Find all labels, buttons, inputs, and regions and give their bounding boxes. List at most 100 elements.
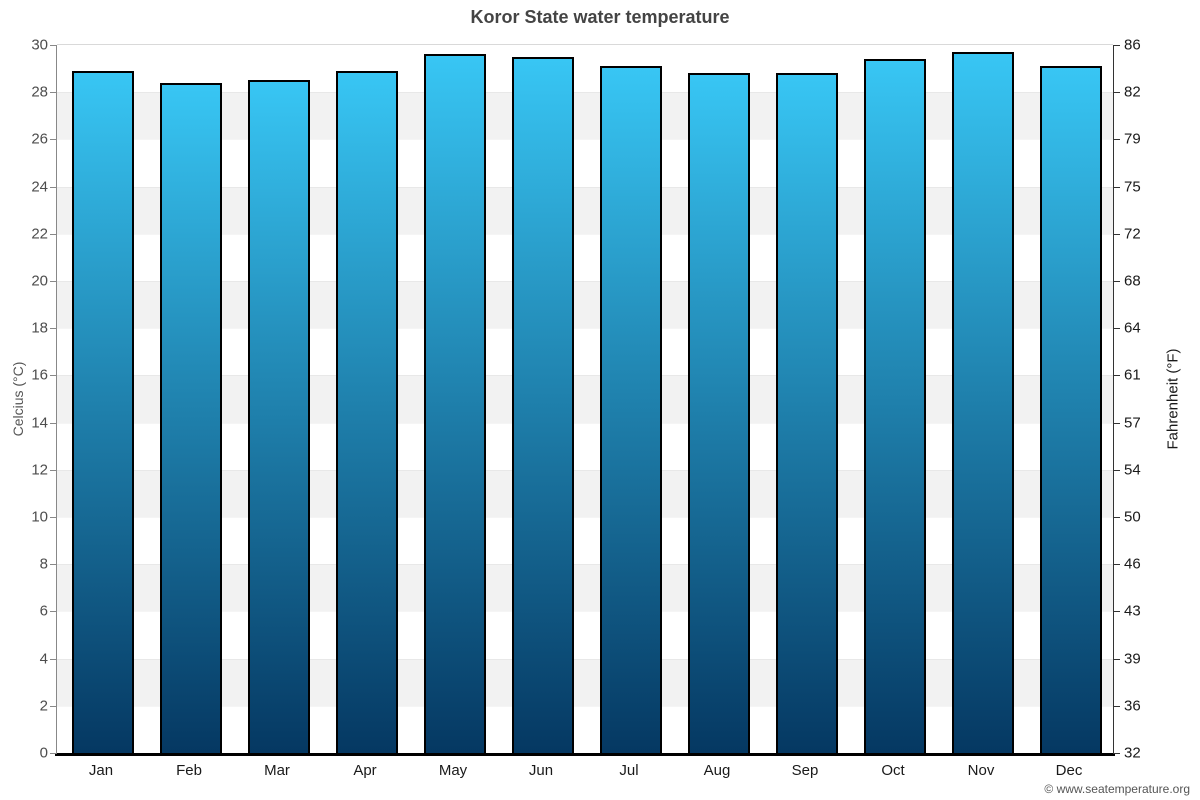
y-tick-label-fahrenheit: 79 <box>1124 130 1141 148</box>
y-tick-mark-right <box>1113 517 1120 518</box>
x-tick-label-sep: Sep <box>791 762 819 779</box>
x-tick-label-feb: Feb <box>176 762 202 779</box>
y-tick-mark-right <box>1113 139 1120 141</box>
y-tick-label-celsius: 6 <box>39 602 48 620</box>
bar-jan <box>72 70 134 753</box>
plot-band <box>57 611 1113 659</box>
y-tick-label-celsius: 10 <box>31 508 48 526</box>
right-axis-line <box>1113 45 1114 753</box>
y-tick-mark-right <box>1113 611 1120 613</box>
y-tick-label-fahrenheit: 39 <box>1124 650 1141 668</box>
y-tick-label-celsius: 14 <box>31 414 48 432</box>
bar-aug <box>688 73 750 753</box>
bar-apr <box>336 70 398 753</box>
plot-band <box>57 564 1113 612</box>
y-tick-mark-left <box>50 517 57 518</box>
y-tick-label-fahrenheit: 64 <box>1124 319 1141 337</box>
plot-band <box>57 705 1113 753</box>
x-axis-baseline <box>55 753 1115 756</box>
y-tick-mark-left <box>50 753 57 754</box>
y-tick-label-celsius: 22 <box>31 225 48 243</box>
y-tick-label-fahrenheit: 32 <box>1124 744 1141 762</box>
y-tick-label-fahrenheit: 54 <box>1124 461 1141 479</box>
y-tick-mark-right <box>1113 375 1120 377</box>
y-tick-label-celsius: 26 <box>31 130 48 148</box>
plot-band <box>57 92 1113 140</box>
y-tick-label-celsius: 28 <box>31 83 48 101</box>
x-tick-label-jan: Jan <box>88 762 114 779</box>
x-tick-label-apr: Apr <box>353 762 377 779</box>
y-tick-mark-right <box>1113 281 1120 282</box>
y-tick-label-celsius: 16 <box>31 366 48 384</box>
y-tick-mark-right <box>1113 186 1120 188</box>
y-tick-mark-right <box>1113 328 1120 330</box>
y-tick-mark-left <box>50 705 57 707</box>
y-tick-label-celsius: 24 <box>31 178 48 196</box>
y-tick-mark-left <box>50 281 57 282</box>
y-tick-mark-left <box>50 658 57 660</box>
bar-jun <box>512 56 574 753</box>
y-tick-mark-right <box>1113 705 1120 707</box>
y-tick-label-celsius: 20 <box>31 272 48 290</box>
y-tick-label-celsius: 30 <box>31 36 48 54</box>
y-tick-label-fahrenheit: 82 <box>1124 83 1141 101</box>
y-tick-mark-right <box>1113 233 1120 235</box>
y-tick-label-fahrenheit: 43 <box>1124 602 1141 620</box>
plot-area <box>57 45 1113 753</box>
y-tick-mark-left <box>50 186 57 188</box>
y-tick-label-fahrenheit: 46 <box>1124 555 1141 573</box>
fahrenheit-axis-title: Fahrenheit (°F) <box>1164 348 1182 450</box>
plot-band <box>57 469 1113 517</box>
y-tick-mark-left <box>50 375 57 377</box>
x-tick-label-mar: Mar <box>264 762 290 779</box>
bar-oct <box>864 59 926 753</box>
y-tick-mark-right <box>1113 469 1120 471</box>
y-tick-mark-right <box>1113 753 1120 754</box>
y-tick-mark-right <box>1113 658 1120 660</box>
bar-may <box>424 54 486 753</box>
plot-band <box>57 281 1113 329</box>
y-tick-label-fahrenheit: 57 <box>1124 414 1141 432</box>
y-tick-label-fahrenheit: 36 <box>1124 697 1141 715</box>
x-tick-label-nov: Nov <box>967 762 995 779</box>
y-tick-mark-left <box>50 422 57 424</box>
x-tick-label-dec: Dec <box>1055 762 1083 779</box>
x-tick-label-jun: Jun <box>528 762 554 779</box>
plot-band <box>57 45 1113 93</box>
copyright-text: © www.seatemperature.org <box>1044 782 1190 796</box>
y-tick-label-celsius: 12 <box>31 461 48 479</box>
y-tick-mark-left <box>50 92 57 94</box>
y-tick-label-celsius: 18 <box>31 319 48 337</box>
y-tick-mark-left <box>50 328 57 330</box>
plot-top-gridline <box>57 44 1113 45</box>
plot-band <box>57 139 1113 187</box>
plot-band <box>57 186 1113 234</box>
chart-title: Koror State water temperature <box>470 7 730 27</box>
bar-jul <box>600 66 662 753</box>
bar-nov <box>952 52 1014 753</box>
y-tick-label-celsius: 4 <box>39 650 48 668</box>
y-tick-mark-left <box>50 45 57 46</box>
plot-band <box>57 328 1113 376</box>
bar-sep <box>776 73 838 753</box>
y-tick-mark-left <box>50 469 57 471</box>
plot-band <box>57 517 1113 565</box>
y-tick-mark-right <box>1113 92 1120 94</box>
y-tick-label-fahrenheit: 72 <box>1124 225 1141 243</box>
y-tick-mark-right <box>1113 564 1120 566</box>
y-tick-mark-left <box>50 139 57 141</box>
y-tick-label-fahrenheit: 61 <box>1124 366 1141 384</box>
x-tick-label-oct: Oct <box>881 762 905 779</box>
y-tick-label-fahrenheit: 68 <box>1124 272 1141 290</box>
y-tick-mark-right <box>1113 45 1120 46</box>
y-tick-label-celsius: 0 <box>39 744 48 762</box>
plot-band <box>57 422 1113 470</box>
y-tick-mark-left <box>50 564 57 566</box>
bar-mar <box>248 80 310 753</box>
x-tick-label-aug: Aug <box>703 762 731 779</box>
celsius-axis-title: Celcius (°C) <box>10 361 26 437</box>
plot-band <box>57 375 1113 423</box>
y-tick-mark-left <box>50 611 57 613</box>
y-tick-label-fahrenheit: 86 <box>1124 36 1141 54</box>
